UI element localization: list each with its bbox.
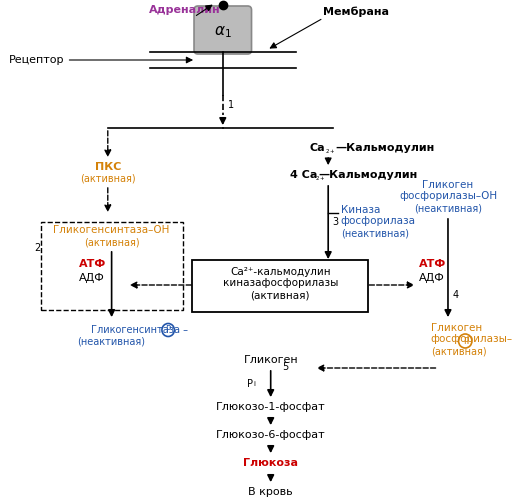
Text: Гликоген: Гликоген <box>431 323 482 333</box>
Text: (неактивная): (неактивная) <box>78 337 145 347</box>
Text: Ca: Ca <box>310 143 326 153</box>
Text: АДФ: АДФ <box>419 273 445 283</box>
Text: 3: 3 <box>332 217 338 227</box>
Text: 4 Ca: 4 Ca <box>290 170 317 180</box>
Text: P: P <box>166 325 171 334</box>
Text: Ca²⁺-кальмодулин: Ca²⁺-кальмодулин <box>230 267 331 277</box>
Text: Киназа: Киназа <box>341 205 380 215</box>
Text: киназафосфорилазы: киназафосфорилазы <box>222 278 338 288</box>
Text: $^{2+}$: $^{2+}$ <box>315 175 326 184</box>
Text: АТФ: АТФ <box>419 259 447 269</box>
Text: i: i <box>253 381 255 387</box>
Text: АТФ: АТФ <box>79 259 106 269</box>
Text: (неактивная): (неактивная) <box>414 203 482 213</box>
Text: (активная): (активная) <box>84 237 140 247</box>
Text: АДФ: АДФ <box>79 273 105 283</box>
Text: фосфорилаза: фосфорилаза <box>341 216 416 226</box>
Text: фосфорилазы–ОН: фосфорилазы–ОН <box>399 191 497 201</box>
Text: В кровь: В кровь <box>249 487 293 497</box>
Text: Гликогенсинтаза–ОН: Гликогенсинтаза–ОН <box>54 225 170 235</box>
Text: —Кальмодулин: —Кальмодулин <box>319 170 418 180</box>
Text: —Кальмодулин: —Кальмодулин <box>335 143 434 153</box>
Text: 4: 4 <box>453 290 459 300</box>
Text: (активная): (активная) <box>431 347 486 357</box>
Text: (неактивная): (неактивная) <box>341 228 409 238</box>
FancyBboxPatch shape <box>194 6 252 54</box>
Text: 5: 5 <box>282 362 288 372</box>
Text: Гликогенсинтаза –: Гликогенсинтаза – <box>91 325 189 335</box>
Text: Гликоген: Гликоген <box>422 180 474 190</box>
Text: Гликоген: Гликоген <box>243 355 298 365</box>
Text: P: P <box>463 337 468 346</box>
Text: (активная): (активная) <box>251 290 310 300</box>
Text: $^{2+}$: $^{2+}$ <box>326 148 336 157</box>
Text: (активная): (активная) <box>80 173 135 183</box>
Text: P: P <box>247 379 253 389</box>
FancyBboxPatch shape <box>192 260 369 312</box>
Text: Глюкоза: Глюкоза <box>243 458 298 468</box>
Text: Адреналин: Адреналин <box>149 5 220 15</box>
Text: Глюкозо-1-фосфат: Глюкозо-1-фосфат <box>216 402 326 412</box>
Text: Глюкозо-6-фосфат: Глюкозо-6-фосфат <box>216 430 326 440</box>
Text: фосфорилазы–: фосфорилазы– <box>431 334 513 344</box>
Text: 1: 1 <box>228 100 234 110</box>
Text: Рецептор: Рецептор <box>9 55 65 65</box>
Text: Мембрана: Мембрана <box>323 7 389 17</box>
Text: 2: 2 <box>34 243 40 253</box>
Text: $\alpha_1$: $\alpha_1$ <box>214 24 232 40</box>
Text: ПКС: ПКС <box>95 162 121 172</box>
